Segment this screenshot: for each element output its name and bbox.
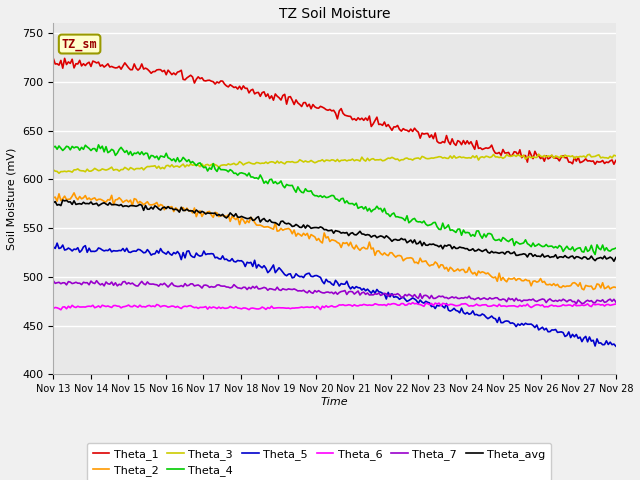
Theta_6 (49, 305, 57, 311)
Theta_7 (561, 298, 569, 303)
Theta_5 (51, 246, 59, 252)
Theta_6 (563, 302, 571, 308)
Line: Theta_1: Theta_1 (53, 59, 616, 164)
Line: Theta_5: Theta_5 (53, 243, 616, 346)
Theta_avg (525, 251, 533, 257)
Theta_1 (396, 127, 403, 132)
Theta_4 (612, 245, 620, 251)
Theta_4 (396, 215, 403, 220)
Theta_2 (396, 252, 403, 258)
X-axis label: Time: Time (321, 397, 348, 407)
Theta_7 (396, 292, 403, 298)
Theta_4 (385, 211, 392, 217)
Theta_6 (527, 305, 535, 311)
Theta_7 (51, 280, 59, 286)
Theta_3 (563, 153, 571, 159)
Theta_4 (95, 142, 102, 148)
Theta_avg (51, 199, 59, 204)
Theta_2 (612, 285, 620, 290)
Theta_6 (385, 301, 392, 307)
Theta_avg (610, 258, 618, 264)
Theta_1 (51, 61, 59, 67)
Y-axis label: Soil Moisture (mV): Soil Moisture (mV) (7, 148, 17, 250)
Theta_2 (51, 194, 59, 200)
Theta_1 (386, 125, 394, 131)
Theta_5 (53, 240, 61, 246)
Line: Theta_6: Theta_6 (53, 302, 616, 310)
Theta_7 (49, 278, 57, 284)
Theta_5 (396, 296, 403, 302)
Theta_avg (612, 255, 620, 261)
Theta_5 (49, 244, 57, 250)
Theta_6 (57, 307, 65, 312)
Theta_avg (49, 200, 57, 205)
Legend: Theta_1, Theta_2, Theta_3, Theta_4, Theta_5, Theta_6, Theta_7, Theta_avg: Theta_1, Theta_2, Theta_3, Theta_4, Thet… (87, 443, 551, 480)
Line: Theta_3: Theta_3 (53, 154, 616, 173)
Theta_7 (386, 291, 394, 297)
Theta_5 (525, 322, 533, 327)
Theta_3 (386, 156, 394, 161)
Theta_5 (385, 289, 392, 295)
Theta_5 (561, 334, 569, 339)
Theta_avg (386, 236, 394, 242)
Theta_7 (385, 293, 392, 299)
Theta_3 (612, 153, 620, 159)
Theta_6 (51, 305, 59, 311)
Theta_2 (561, 284, 569, 289)
Theta_avg (561, 253, 569, 259)
Line: Theta_7: Theta_7 (53, 281, 616, 304)
Theta_avg (59, 197, 67, 203)
Theta_4 (591, 252, 599, 257)
Theta_3 (49, 167, 57, 173)
Line: Theta_2: Theta_2 (53, 193, 616, 290)
Line: Theta_4: Theta_4 (53, 145, 616, 254)
Theta_5 (386, 294, 394, 300)
Theta_7 (525, 297, 533, 302)
Theta_3 (535, 151, 543, 157)
Theta_2 (70, 190, 78, 196)
Theta_5 (612, 343, 620, 349)
Theta_7 (93, 278, 100, 284)
Theta_1 (49, 56, 57, 61)
Theta_2 (385, 253, 392, 259)
Theta_4 (386, 214, 394, 219)
Theta_1 (591, 161, 599, 167)
Theta_2 (386, 250, 394, 255)
Theta_2 (525, 278, 533, 284)
Theta_3 (51, 168, 59, 174)
Text: TZ_sm: TZ_sm (62, 37, 97, 50)
Theta_1 (525, 148, 533, 154)
Theta_avg (396, 237, 403, 243)
Theta_7 (612, 299, 620, 305)
Theta_6 (409, 300, 417, 305)
Theta_2 (580, 287, 588, 293)
Theta_2 (49, 195, 57, 201)
Theta_1 (61, 56, 68, 61)
Theta_3 (525, 154, 533, 159)
Theta_3 (385, 155, 392, 161)
Theta_4 (561, 246, 569, 252)
Theta_6 (612, 301, 620, 307)
Theta_3 (55, 170, 63, 176)
Theta_1 (385, 122, 392, 128)
Theta_1 (612, 157, 620, 163)
Line: Theta_avg: Theta_avg (53, 200, 616, 261)
Theta_7 (572, 301, 580, 307)
Theta_1 (561, 155, 569, 161)
Theta_3 (396, 158, 403, 164)
Theta_4 (525, 242, 533, 248)
Theta_avg (385, 234, 392, 240)
Theta_6 (386, 302, 394, 308)
Theta_4 (49, 144, 57, 150)
Theta_4 (51, 144, 59, 149)
Theta_6 (396, 302, 403, 308)
Title: TZ Soil Moisture: TZ Soil Moisture (279, 7, 390, 21)
